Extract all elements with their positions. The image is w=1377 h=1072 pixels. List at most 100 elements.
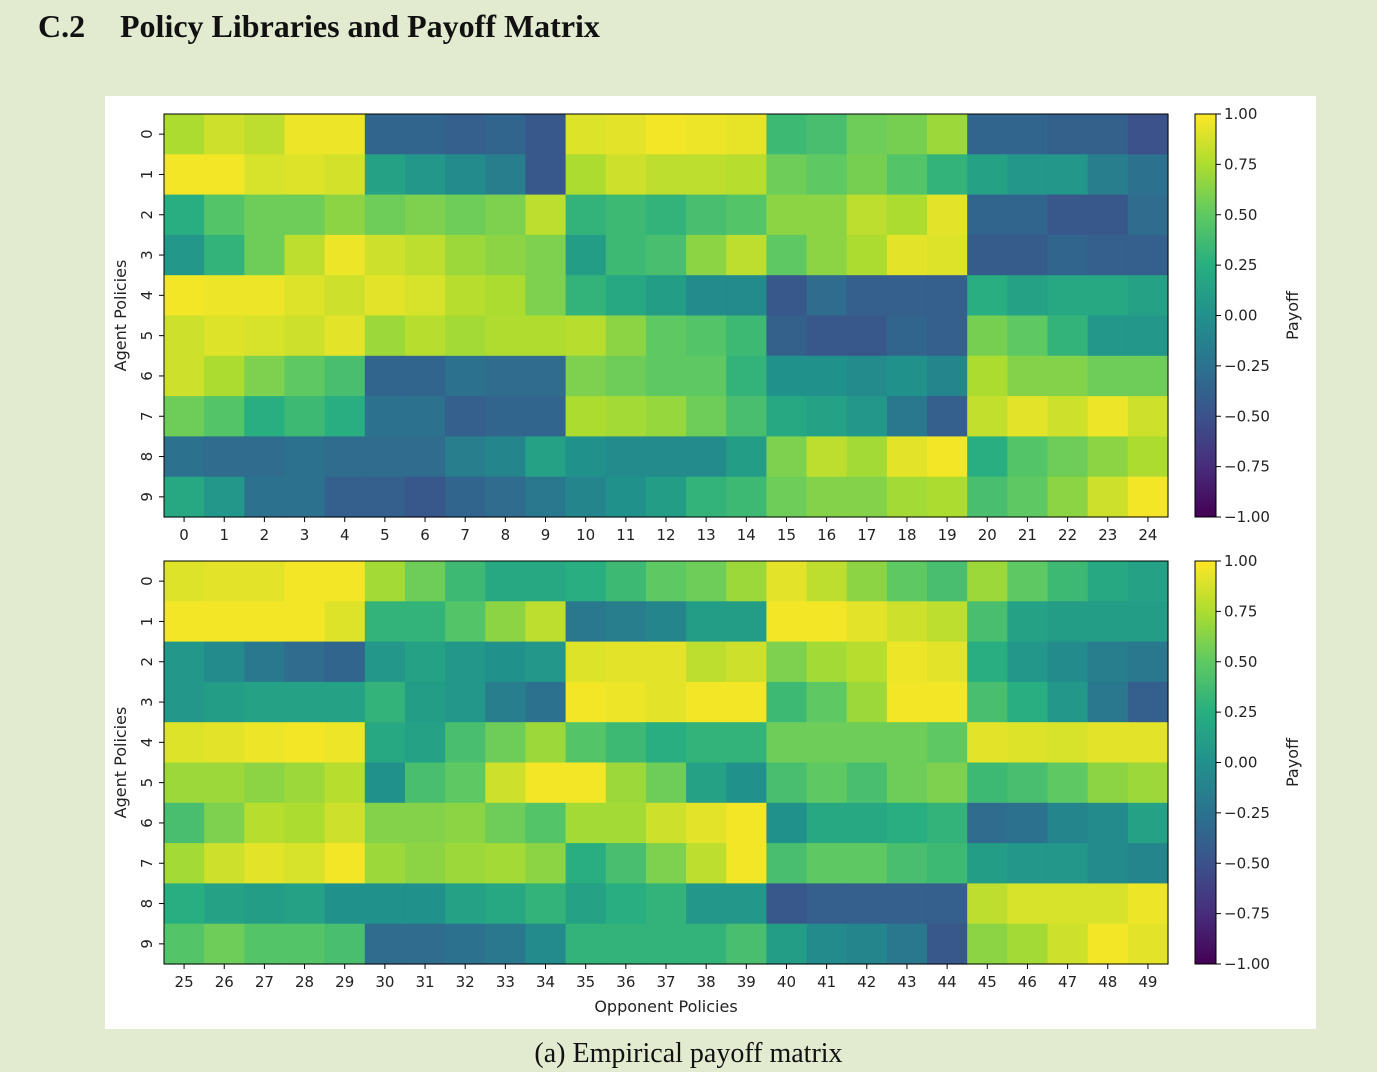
heatmap-cell: [726, 641, 767, 683]
heatmap-cell: [244, 275, 286, 317]
heatmap-cell: [404, 194, 446, 236]
heatmap-panel-0: 0 1 2 3 4 5 6 7 8 9 10 11 12 13 14 15 16 17 18 19 20 21 22 23 24…: [111, 105, 1302, 544]
x-tick-label: 39: [737, 973, 756, 991]
heatmap-cell: [204, 476, 245, 518]
heatmap-cell: [1007, 275, 1049, 317]
heatmap-cell: [645, 601, 687, 643]
heatmap-cell: [726, 843, 767, 884]
heatmap-cell: [605, 641, 647, 683]
x-tick-label: 27: [255, 973, 274, 991]
heatmap-cell: [686, 436, 727, 478]
heatmap-cell: [525, 802, 567, 844]
heatmap-cell: [605, 355, 647, 397]
heatmap-cell: [485, 355, 527, 397]
heatmap-cell: [284, 843, 326, 884]
heatmap-cell: [164, 355, 205, 397]
heatmap-cell: [927, 722, 968, 764]
heatmap-cell: [404, 114, 446, 155]
heatmap-cell: [1087, 234, 1129, 276]
x-tick-label: 22: [1058, 526, 1077, 544]
heatmap-cell: [164, 396, 205, 437]
heatmap-cell: [485, 436, 527, 478]
heatmap-cell: [204, 601, 245, 643]
heatmap-cell: [927, 476, 968, 518]
heatmap-cell: [645, 396, 687, 437]
heatmap-cell: [485, 641, 527, 683]
colorbar-label: Payoff: [1283, 290, 1302, 340]
heatmap-cell: [686, 396, 727, 437]
heatmap-cell: [886, 194, 928, 236]
heatmap-cell: [364, 355, 406, 397]
x-tick-label: 30: [375, 973, 394, 991]
heatmap-cell: [967, 681, 1008, 723]
heatmap-cell: [645, 355, 687, 397]
heatmap-cell: [886, 843, 928, 884]
heatmap-cell: [525, 476, 567, 518]
heatmap-cell: [645, 114, 687, 155]
heatmap-cell: [766, 722, 808, 764]
heatmap-cell: [726, 275, 767, 317]
heatmap-cell: [1127, 681, 1169, 723]
heatmap-cell: [565, 722, 607, 764]
x-tick-label: 43: [897, 973, 916, 991]
heatmap-cell: [445, 476, 486, 518]
heatmap-cell: [846, 802, 888, 844]
heatmap-cell: [284, 355, 326, 397]
heatmap-cell: [1127, 315, 1169, 357]
heatmap-cell: [324, 883, 366, 925]
x-tick-label: 20: [978, 526, 997, 544]
heatmap-cell: [404, 883, 446, 925]
heatmap-cell: [525, 275, 567, 317]
heatmap-cell: [1087, 923, 1129, 965]
heatmap-cell: [927, 561, 968, 602]
heatmap-cell: [164, 234, 205, 276]
section-title: Policy Libraries and Payoff Matrix: [120, 8, 600, 44]
heatmap-cell: [1047, 601, 1089, 643]
heatmap-cell: [525, 396, 567, 437]
colorbar-tick-label: 0.50: [1224, 206, 1257, 224]
heatmap-cell: [886, 601, 928, 643]
x-tick-label: 36: [616, 973, 635, 991]
heatmap-cell: [445, 396, 486, 437]
y-tick-label: 1: [138, 170, 156, 180]
heatmap-cell: [1047, 114, 1089, 155]
heatmap-cell: [766, 802, 808, 844]
heatmap-cell: [726, 681, 767, 723]
heatmap-cell: [886, 762, 928, 804]
heatmap-cell: [1047, 762, 1089, 804]
heatmap-cell: [284, 601, 326, 643]
heatmap-cell: [806, 641, 848, 683]
y-tick-label: 5: [138, 778, 156, 788]
heatmap-cell: [284, 476, 326, 518]
heatmap-cell: [404, 762, 446, 804]
heatmap-cell: [404, 476, 446, 518]
heatmap-cell: [1047, 843, 1089, 884]
heatmap-cell: [927, 275, 968, 317]
heatmap-cell: [364, 923, 406, 965]
heatmap-cell: [1047, 355, 1089, 397]
heatmap-cell: [485, 114, 527, 155]
heatmap-cell: [645, 722, 687, 764]
y-tick-label: 2: [138, 657, 156, 667]
heatmap-cell: [1047, 923, 1089, 965]
heatmap-cell: [806, 436, 848, 478]
section-heading: C.2 Policy Libraries and Payoff Matrix: [38, 8, 600, 45]
heatmap-cell: [1087, 722, 1129, 764]
heatmap-cell: [806, 355, 848, 397]
heatmap-cell: [244, 154, 286, 196]
colorbar-tick-label: −0.25: [1224, 357, 1270, 375]
heatmap-cell: [364, 843, 406, 884]
heatmap-cell: [364, 561, 406, 602]
heatmap-cell: [1007, 396, 1049, 437]
heatmap-cell: [605, 114, 647, 155]
heatmap-cell: [1047, 681, 1089, 723]
heatmap-cell: [927, 355, 968, 397]
colorbar: [1194, 560, 1217, 965]
heatmap-cell: [204, 234, 245, 276]
heatmap-cell: [686, 601, 727, 643]
heatmap-cell: [886, 275, 928, 317]
x-tick-label: 49: [1138, 973, 1157, 991]
x-tick-label: 35: [576, 973, 595, 991]
heatmap-cell: [404, 561, 446, 602]
heatmap-cell: [605, 923, 647, 965]
